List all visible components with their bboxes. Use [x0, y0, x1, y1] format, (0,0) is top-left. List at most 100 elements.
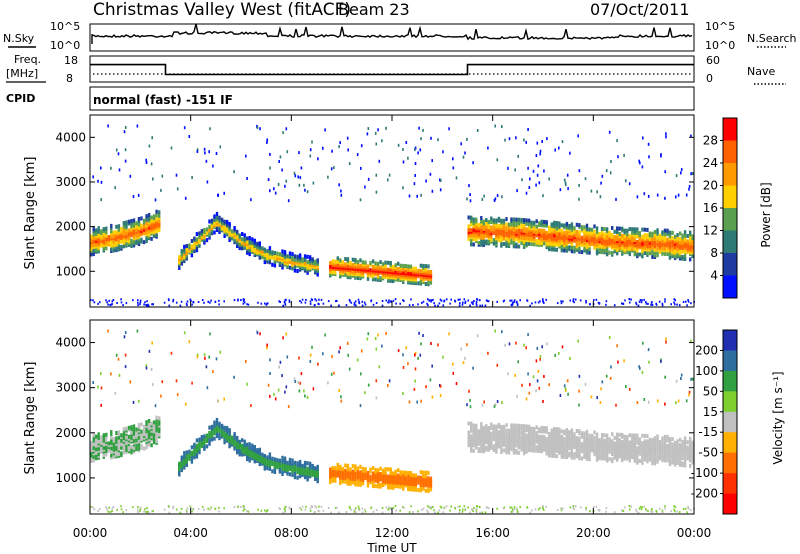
velocity-cell — [394, 477, 397, 481]
velocity-cell — [691, 446, 694, 451]
power-cell — [268, 246, 272, 251]
power-ground-cell — [647, 302, 649, 305]
power-ground-cell — [168, 304, 171, 307]
velocity-cell — [583, 431, 586, 436]
power-scatter-cell — [212, 164, 214, 168]
velocity-cell — [658, 440, 662, 444]
velocity-cell — [132, 446, 136, 451]
velocity-cell — [545, 426, 548, 431]
velocity-cell — [540, 425, 543, 430]
power-cell — [668, 252, 672, 257]
velocity-scatter-cell — [377, 333, 379, 337]
velocity-scatter-cell — [460, 347, 462, 351]
power-cell — [397, 267, 400, 271]
power-ground-cell — [309, 302, 312, 305]
power-scatter-cell — [203, 147, 206, 151]
velocity-scatter-cell — [360, 349, 363, 353]
velocity-cell — [558, 431, 561, 435]
power-ground-cell — [203, 301, 205, 304]
velocity-cell — [636, 440, 639, 445]
power-cell — [243, 233, 246, 238]
velocity-scatter-cell — [378, 365, 381, 369]
velocity-scatter-cell — [664, 375, 666, 379]
power-scatter-cell — [123, 130, 126, 134]
power-ground-cell — [459, 298, 461, 301]
velocity-cell — [689, 463, 692, 468]
velocity-scatter-cell — [340, 399, 343, 403]
velocity-scatter-cell — [608, 336, 611, 339]
velocity-cell — [402, 477, 405, 482]
velocity-cell — [215, 421, 219, 426]
velocity-cell — [246, 446, 249, 451]
power-cell — [238, 233, 241, 238]
power-cell — [643, 251, 647, 255]
power-cell — [585, 223, 589, 228]
velocity-scatter-cell — [317, 362, 319, 366]
power-scatter-cell — [388, 173, 391, 177]
velocity-cell — [218, 432, 221, 437]
power-cell — [283, 250, 287, 255]
velocity-cell — [369, 474, 372, 479]
velocity-cell — [525, 424, 528, 429]
velocity-cell — [492, 444, 496, 449]
power-ground-cell — [288, 300, 291, 303]
power-cell — [495, 218, 498, 223]
power-cell — [540, 228, 543, 233]
power-cell — [198, 231, 201, 236]
power-scatter-cell — [327, 175, 329, 179]
power-cell — [120, 244, 123, 249]
velocity-cell — [689, 442, 692, 447]
power-cell — [253, 238, 256, 243]
power-scatter-cell — [690, 134, 692, 138]
power-cell — [356, 272, 360, 277]
velocity-cell — [590, 433, 594, 438]
power-scatter-cell — [136, 124, 139, 128]
velocity-cell — [470, 448, 473, 453]
nsearch-tick-top: 10^5 — [705, 20, 735, 33]
velocity-scatter-cell — [577, 339, 579, 343]
power-cell — [158, 210, 161, 215]
velocity-cell — [356, 470, 360, 474]
power-ground-cell — [651, 303, 654, 306]
velocity-cell — [517, 450, 521, 455]
velocity-scatter-cell — [188, 340, 191, 344]
power-cell — [389, 278, 392, 283]
velocity-cell — [374, 468, 377, 472]
velocity-cell — [480, 425, 483, 430]
power-scatter-cell — [191, 176, 193, 179]
velocity-cell — [502, 430, 506, 435]
velocity-scatter-cell — [191, 381, 193, 385]
power-cell — [563, 234, 566, 239]
power-cell — [301, 257, 304, 262]
power-ground-cell — [515, 301, 518, 304]
velocity-cell — [530, 426, 533, 431]
power-cell — [522, 218, 526, 223]
power-cell — [512, 217, 516, 222]
velocity-cell — [100, 435, 103, 440]
velocity-ground-cell — [122, 511, 124, 514]
velocity-scatter-cell — [483, 400, 485, 404]
power-cell — [495, 223, 498, 228]
nave-label: Nave — [747, 65, 775, 78]
velocity-scatter-cell — [340, 395, 342, 399]
power-cell — [651, 237, 654, 241]
power-cell — [611, 226, 614, 230]
power-scatter-cell — [605, 169, 608, 173]
velocity-scatter-cell — [665, 337, 667, 341]
power-cell — [588, 247, 591, 252]
velocity-cell — [555, 427, 558, 432]
velocity-scatter-cell — [431, 364, 433, 368]
velocity-cell — [205, 433, 209, 438]
power-scatter-cell — [623, 153, 625, 157]
power-cell — [580, 225, 584, 230]
velocity-cell — [351, 464, 355, 469]
velocity-scatter-cell — [528, 391, 531, 395]
power-cell — [303, 261, 307, 266]
power-scatter-cell — [204, 151, 206, 155]
power-cell — [268, 260, 272, 265]
power-scatter-cell — [377, 128, 379, 132]
velocity-cell — [339, 464, 342, 469]
velocity-cell — [580, 431, 584, 436]
power-cell — [271, 250, 274, 255]
power-cell — [263, 247, 266, 252]
